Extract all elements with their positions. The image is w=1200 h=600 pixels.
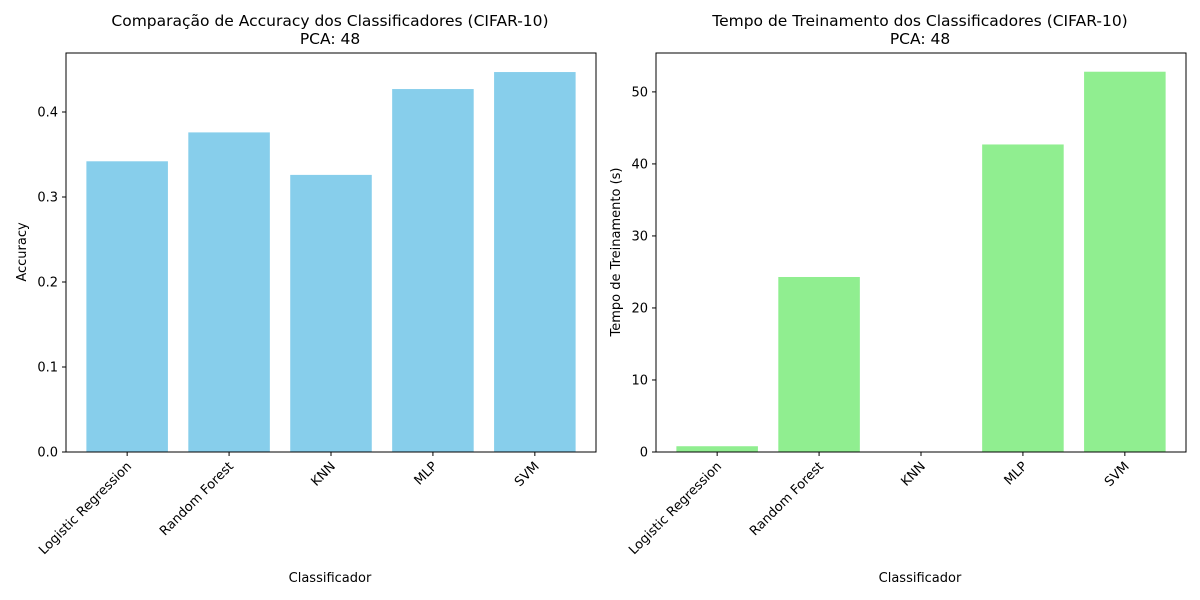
accuracy-chart-bar <box>290 174 372 452</box>
training-time-chart-ytick-label: 40 <box>631 157 648 172</box>
training-time-chart-ytick-label: 10 <box>631 373 648 388</box>
training-time-chart-xlabel: Classificador <box>879 571 962 586</box>
accuracy-chart-bar <box>188 132 270 453</box>
accuracy-chart-xtick-label: SVM <box>512 459 543 490</box>
accuracy-chart-ytick-label: 0.0 <box>37 446 58 461</box>
accuracy-chart-ytick-label: 0.1 <box>37 360 58 375</box>
training-time-chart-bar <box>778 276 860 452</box>
training-time-chart-bar <box>676 446 758 452</box>
training-time-chart-xtick-label: Random Forest <box>747 459 827 539</box>
training-time-chart-xtick-label: SVM <box>1102 459 1133 490</box>
accuracy-chart-ytick-label: 0.2 <box>37 275 58 290</box>
accuracy-chart-ytick-label: 0.4 <box>37 105 58 120</box>
training-time-chart-bar <box>1084 71 1166 452</box>
training-time-chart-ytick-label: 20 <box>631 301 648 316</box>
accuracy-chart-xlabel: Classificador <box>289 571 372 586</box>
accuracy-chart-bar <box>86 161 168 452</box>
training-time-chart: Tempo de Treinamento dos Classificadores… <box>609 12 1187 586</box>
accuracy-chart-subtitle: PCA: 48 <box>300 30 360 48</box>
training-time-chart-subtitle: PCA: 48 <box>890 30 950 48</box>
accuracy-chart: Comparação de Accuracy dos Classificador… <box>15 12 597 586</box>
accuracy-chart-xtick-label: Random Forest <box>157 459 237 539</box>
accuracy-chart-xtick-label: MLP <box>412 459 441 488</box>
training-time-chart-bar <box>982 144 1064 452</box>
accuracy-chart-xtick-label: KNN <box>308 459 338 489</box>
training-time-chart-xtick-label: KNN <box>898 459 928 489</box>
accuracy-chart-ylabel: Accuracy <box>15 222 30 282</box>
accuracy-chart-title: Comparação de Accuracy dos Classificador… <box>111 12 548 30</box>
training-time-chart-ytick-label: 50 <box>631 85 648 100</box>
training-time-chart-ytick-label: 0 <box>640 446 648 461</box>
training-time-chart-ytick-label: 30 <box>631 229 648 244</box>
accuracy-chart-xtick-label: Logistic Regression <box>36 459 135 558</box>
accuracy-chart-bar <box>392 89 474 453</box>
accuracy-chart-ytick-label: 0.3 <box>37 190 58 205</box>
training-time-chart-xtick-label: Logistic Regression <box>626 459 725 558</box>
training-time-chart-title: Tempo de Treinamento dos Classificadores… <box>711 12 1127 30</box>
training-time-chart-ylabel: Tempo de Treinamento (s) <box>609 167 624 337</box>
training-time-chart-xtick-label: MLP <box>1002 459 1031 488</box>
accuracy-chart-bar <box>494 72 576 453</box>
